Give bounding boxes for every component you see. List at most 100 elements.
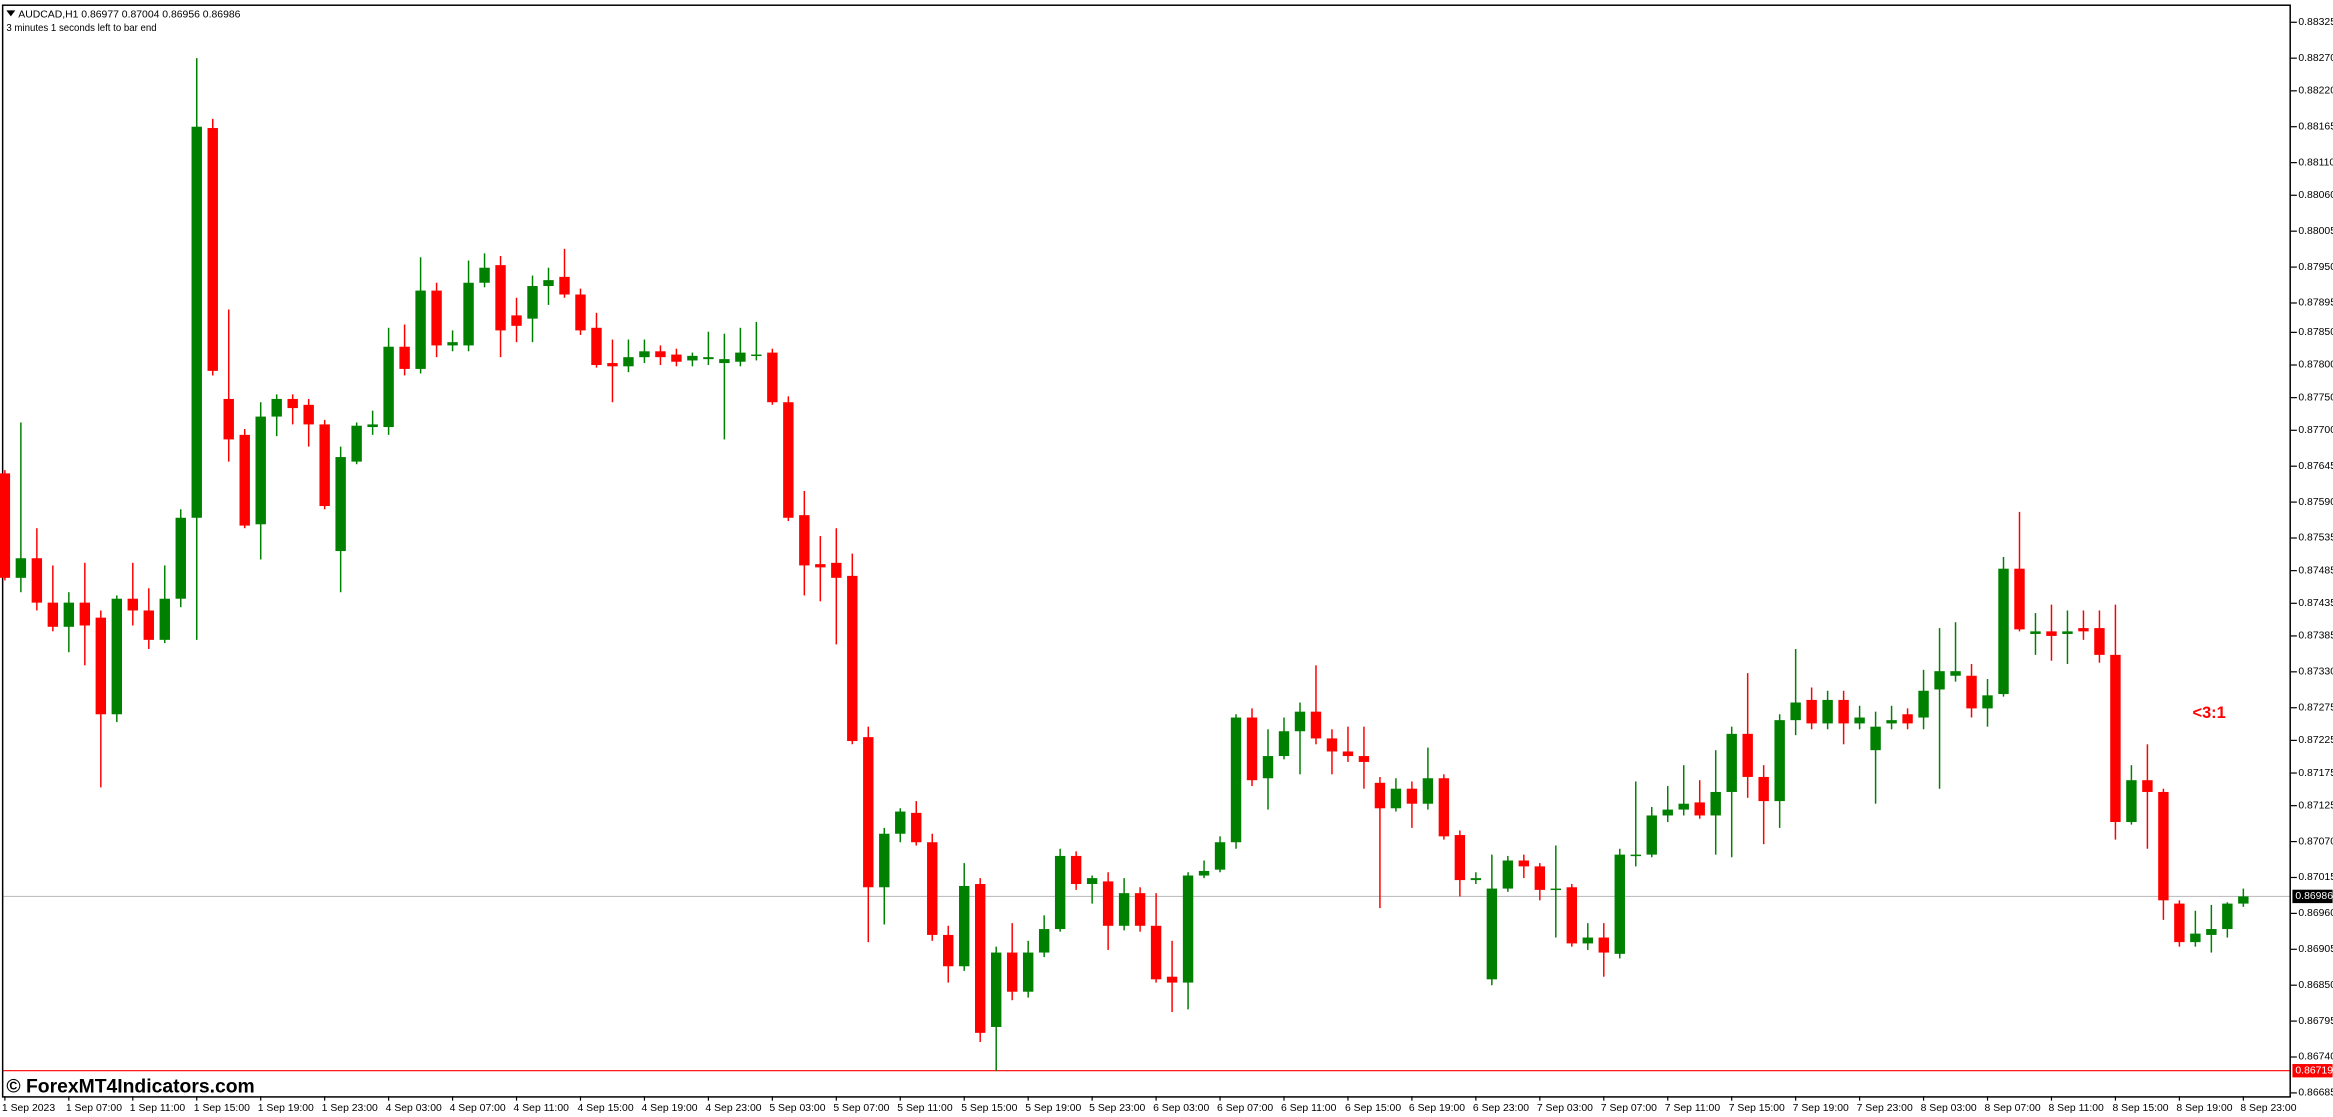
candle-body [2014, 568, 2025, 630]
candle-body [975, 884, 986, 1033]
candle-body [1438, 778, 1450, 837]
candle-body [319, 424, 330, 507]
candle-body [783, 402, 794, 518]
candle-body [1550, 888, 1562, 891]
y-tick-label: 0.87590 [2298, 497, 2333, 508]
candle-body [415, 290, 426, 369]
candle-body [1678, 803, 1689, 810]
candle-body [687, 355, 698, 361]
y-tick-label: 0.86905 [2298, 944, 2333, 955]
candle-body [495, 265, 506, 331]
candle-body [1454, 835, 1466, 881]
candle-body [367, 424, 378, 428]
x-tick-label: 6 Sep 15:00 [1345, 1103, 1401, 1114]
x-tick-label: 1 Sep 11:00 [130, 1103, 186, 1114]
candle-body [2078, 628, 2089, 632]
candle-body [1614, 854, 1625, 954]
candle-body [255, 416, 266, 525]
candle-body [671, 354, 682, 362]
candle-body [527, 286, 538, 319]
candle-body [863, 737, 874, 888]
candle-body [1198, 870, 1210, 876]
candle-body [1022, 952, 1034, 992]
y-tick-label: 0.88060 [2298, 190, 2333, 201]
candle-body [1838, 699, 1849, 724]
candle-body [1406, 788, 1418, 804]
y-tick-label: 0.88005 [2298, 226, 2333, 237]
candle-body [2174, 903, 2185, 943]
candle-body [1886, 720, 1897, 724]
candle-body [1982, 695, 1993, 709]
candle-body [1486, 888, 1498, 980]
y-tick-label: 0.87700 [2298, 425, 2333, 436]
y-tick-label: 0.87800 [2298, 360, 2333, 371]
candle-body [1582, 937, 1593, 944]
x-tick-label: 1 Sep 19:00 [258, 1103, 314, 1114]
y-tick-label: 0.87435 [2298, 598, 2333, 609]
candle-body [1870, 726, 1881, 751]
x-tick-label: 6 Sep 07:00 [1217, 1103, 1273, 1114]
candle-body [447, 342, 458, 346]
y-tick-label: 0.87070 [2298, 836, 2333, 847]
candle-body [111, 598, 123, 715]
candle-body [1726, 733, 1737, 792]
x-tick-label: 1 Sep 15:00 [194, 1103, 250, 1114]
collapse-icon[interactable] [6, 10, 16, 17]
chart-subtitle: 3 minutes 1 seconds left to bar end [6, 23, 156, 34]
y-tick-label: 0.87225 [2298, 735, 2333, 746]
x-tick-label: 4 Sep 07:00 [450, 1103, 506, 1114]
candle-body [1134, 893, 1146, 926]
candle-body [2190, 933, 2201, 943]
y-tick-label: 0.87485 [2298, 565, 2333, 576]
x-tick-label: 4 Sep 15:00 [578, 1103, 634, 1114]
candle-body [383, 346, 394, 428]
candle-body [639, 351, 650, 358]
x-tick-label: 6 Sep 23:00 [1473, 1103, 1529, 1114]
y-tick-label: 0.87895 [2298, 298, 2333, 309]
x-tick-label: 8 Sep 23:00 [2240, 1103, 2296, 1114]
candle-body [31, 558, 43, 603]
candle-body [1182, 875, 1194, 983]
candle-body [799, 515, 810, 566]
candle-body [1854, 717, 1865, 724]
candle-body [1470, 878, 1482, 881]
x-tick-label: 7 Sep 07:00 [1601, 1103, 1657, 1114]
candle-body [2158, 791, 2169, 901]
candle-body [511, 315, 522, 326]
candle-body [175, 517, 186, 599]
x-tick-label: 7 Sep 19:00 [1793, 1103, 1849, 1114]
candle-body [303, 404, 314, 425]
price-label-box [2292, 1064, 2333, 1078]
candle-body [2206, 929, 2217, 935]
annotation: <3:1 [2193, 704, 2226, 722]
y-tick-label: 0.87750 [2298, 392, 2333, 403]
candle-body [207, 128, 218, 371]
candle-body [1038, 929, 1050, 953]
watermark: © ForexMT4Indicators.com [6, 1076, 254, 1097]
candle-body [1150, 925, 1162, 980]
x-tick-label: 8 Sep 11:00 [2048, 1103, 2104, 1114]
y-tick-label: 0.88165 [2298, 121, 2333, 132]
y-tick-label: 0.87950 [2298, 262, 2333, 273]
candle-body [2126, 780, 2137, 822]
candle-body [943, 934, 954, 967]
x-tick-label: 6 Sep 11:00 [1281, 1103, 1337, 1114]
candle-body [959, 885, 970, 967]
candle-body [591, 327, 602, 366]
price-label: 0.86986 [2295, 891, 2333, 902]
candle-body [2142, 780, 2153, 792]
y-tick-label: 0.88110 [2298, 157, 2333, 168]
candle-body [1358, 756, 1370, 762]
candle-body [1998, 568, 2009, 695]
candle-body [95, 617, 107, 715]
candle-body [1054, 855, 1066, 930]
x-tick-label: 8 Sep 07:00 [1985, 1103, 2041, 1114]
y-tick-label: 0.88270 [2298, 53, 2333, 64]
candle-body [1646, 815, 1657, 855]
x-tick-label: 5 Sep 15:00 [961, 1103, 1017, 1114]
candle-body [1662, 809, 1673, 816]
candle-body [2238, 896, 2249, 904]
y-tick-label: 0.87015 [2298, 872, 2333, 883]
